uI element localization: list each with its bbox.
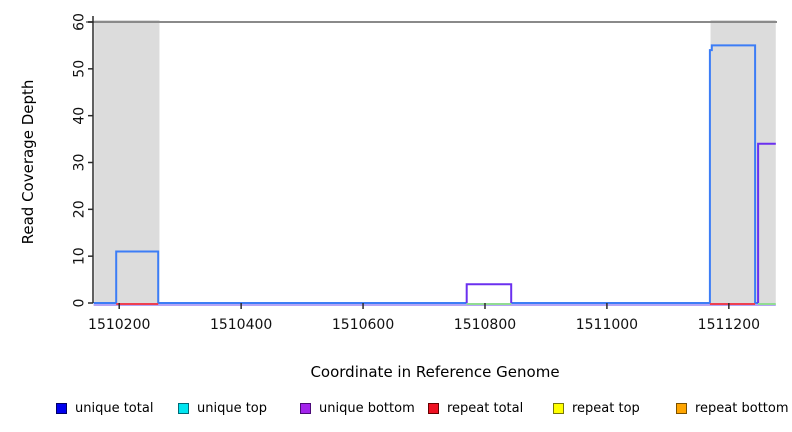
legend-item-repeat-total: repeat total: [428, 398, 523, 418]
legend-marker-repeat-total: [428, 402, 439, 414]
legend-marker-unique-bottom: [300, 402, 311, 414]
legend-marker-repeat-bottom: [676, 402, 687, 414]
legend-label-unique-bottom: unique bottom: [319, 400, 415, 416]
y-tick-label: 0: [72, 299, 88, 308]
x-tick-label: 1511200: [698, 317, 760, 333]
legend-item-unique-top: unique top: [178, 398, 267, 418]
x-tick-label: 1510800: [454, 317, 516, 333]
y-axis-title: Read Coverage Depth: [19, 79, 37, 245]
shaded-region: [710, 20, 776, 303]
legend-item-unique-bottom: unique bottom: [300, 398, 415, 418]
legend-label-repeat-bottom: repeat bottom: [695, 400, 789, 416]
y-tick-label: 40: [72, 107, 88, 125]
x-tick-label: 1510200: [88, 317, 150, 333]
y-tick-label: 30: [72, 154, 88, 172]
legend-item-unique-total: unique total: [56, 398, 153, 418]
legend-marker-unique-total: [56, 402, 67, 414]
legend-label-repeat-top: repeat top: [572, 400, 640, 416]
shaded-region: [94, 20, 160, 303]
unique-bottom-line: [465, 283, 513, 303]
y-tick-label: 60: [72, 13, 88, 31]
legend-item-repeat-top: repeat top: [553, 398, 640, 418]
legend: unique total unique top unique bottom repea…: [0, 398, 792, 422]
x-tick-label: 1511000: [576, 317, 638, 333]
x-tick-label: 1510400: [210, 317, 272, 333]
x-axis-title: Coordinate in Reference Genome: [310, 363, 560, 381]
legend-label-repeat-total: repeat total: [447, 400, 524, 416]
legend-label-unique-top: unique top: [197, 400, 268, 416]
legend-item-repeat-bottom: repeat bottom: [676, 398, 789, 418]
unique-total-line: [511, 44, 759, 304]
unique-total-line: [93, 250, 467, 304]
y-tick-label: 20: [72, 200, 88, 218]
x-tick-label: 1510600: [332, 317, 394, 333]
y-tick-label: 10: [72, 247, 88, 265]
legend-marker-repeat-top: [553, 402, 564, 414]
legend-marker-unique-top: [178, 402, 189, 414]
y-tick-label: 50: [72, 60, 88, 78]
legend-label-unique-total: unique total: [75, 400, 154, 416]
unique-bottom-line: [757, 142, 776, 303]
